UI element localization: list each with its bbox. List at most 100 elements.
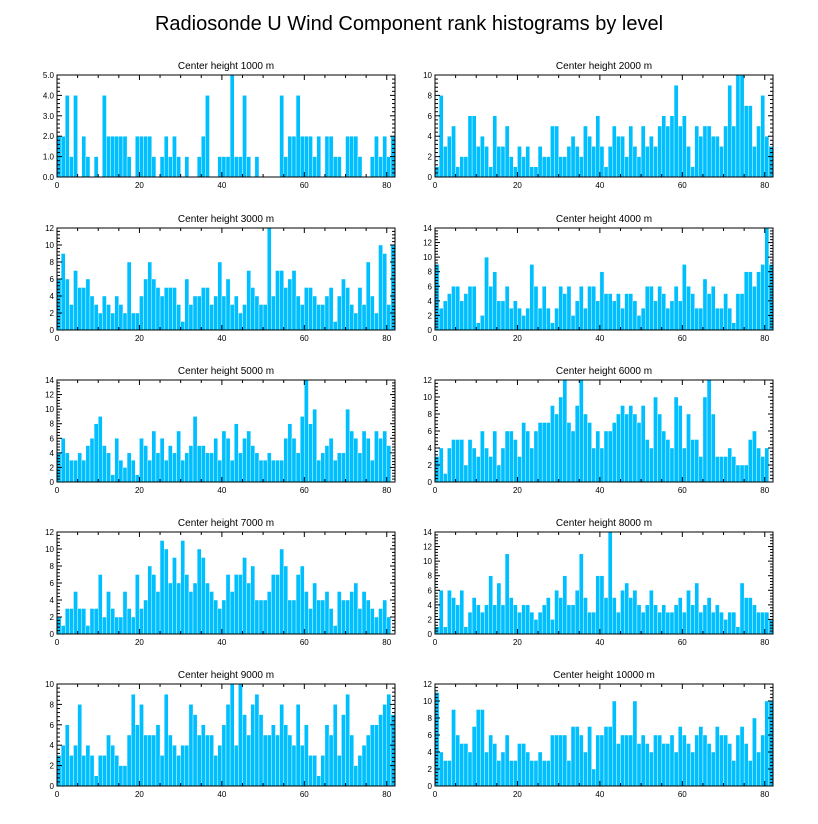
histogram-bar xyxy=(710,751,716,787)
histogram-bar xyxy=(122,135,128,178)
histogram-bar xyxy=(640,611,646,635)
histogram-bar xyxy=(682,734,687,787)
x-tick-label: 60 xyxy=(300,334,309,343)
y-tick-label: 2 xyxy=(428,765,433,774)
histogram-bar xyxy=(341,452,346,483)
histogram-bar xyxy=(217,156,223,178)
histogram-bar xyxy=(345,694,350,787)
histogram-bar xyxy=(122,765,128,787)
x-tick-label: 60 xyxy=(678,486,687,495)
histogram-bar xyxy=(56,278,62,331)
histogram-bar xyxy=(715,456,720,483)
histogram-bar xyxy=(690,751,695,787)
y-tick-label: 4 xyxy=(428,601,433,610)
histogram-bar xyxy=(517,146,522,178)
histogram-bar xyxy=(242,714,247,787)
histogram-bar xyxy=(328,287,334,331)
y-tick-label: 1.0 xyxy=(43,153,55,162)
histogram-bar xyxy=(702,734,708,787)
histogram-bar xyxy=(357,755,363,787)
histogram-bar xyxy=(686,590,691,635)
histogram-bar xyxy=(645,604,650,635)
histogram-bar xyxy=(320,599,326,635)
histogram-bar xyxy=(595,300,601,331)
histogram-bar xyxy=(529,264,535,331)
histogram-panel: Center height 2000 m 0 20 40 60 80 0 2 4 6 8 10 xyxy=(423,61,774,190)
histogram-bar xyxy=(155,591,161,635)
histogram-bar xyxy=(471,597,477,635)
y-tick-label: 4 xyxy=(50,292,55,301)
histogram-bar xyxy=(130,694,136,787)
histogram-bar xyxy=(65,608,70,635)
histogram-bar xyxy=(221,156,227,178)
histogram-bar xyxy=(93,608,99,635)
histogram-bar xyxy=(727,84,732,178)
histogram-bar xyxy=(463,464,469,483)
histogram-bar xyxy=(275,459,280,483)
histogram-bar xyxy=(756,751,761,787)
x-tick-label: 20 xyxy=(513,790,522,799)
histogram-bar xyxy=(554,590,559,635)
histogram-bar xyxy=(361,430,367,483)
histogram-bar xyxy=(583,413,588,483)
y-tick-label: 10 xyxy=(423,557,432,566)
histogram-panel: Center height 9000 m 0 20 40 60 80 0 2 4 6 8 10 xyxy=(45,670,396,799)
histogram-bar xyxy=(706,743,712,787)
histogram-bar xyxy=(640,125,646,178)
histogram-bar xyxy=(727,611,732,635)
panel-title: Center height 3000 m xyxy=(178,214,274,225)
histogram-bar xyxy=(480,430,485,483)
histogram-bar xyxy=(69,755,74,787)
histogram-bar xyxy=(612,597,617,635)
histogram-bar xyxy=(238,574,243,635)
histogram-bar xyxy=(496,582,502,635)
histogram-bar xyxy=(308,135,313,178)
histogram-bar xyxy=(595,734,601,787)
histogram-bar xyxy=(345,408,350,483)
histogram-bar xyxy=(304,135,309,178)
histogram-bar xyxy=(118,765,124,787)
y-tick-label: 8 xyxy=(428,91,433,100)
histogram-bar xyxy=(455,166,460,178)
histogram-bar xyxy=(665,125,671,178)
histogram-bar xyxy=(541,286,547,331)
histogram-bar xyxy=(143,734,148,787)
histogram-bar xyxy=(632,700,638,787)
histogram-bar xyxy=(661,604,667,635)
histogram-bar xyxy=(69,608,74,635)
histogram-bar xyxy=(723,125,728,178)
histogram-bar xyxy=(496,760,502,787)
histogram-bar xyxy=(135,135,140,178)
histogram-bar xyxy=(267,734,272,787)
histogram-bar xyxy=(636,604,642,635)
histogram-bar xyxy=(550,322,555,331)
y-tick-label: 10 xyxy=(423,71,432,80)
y-tick-label: 4.0 xyxy=(43,91,55,100)
histogram-bar xyxy=(694,125,699,178)
histogram-bar xyxy=(81,287,87,331)
histogram-bar xyxy=(201,724,206,787)
histogram-bar xyxy=(554,413,559,483)
x-tick-label: 0 xyxy=(433,334,438,343)
histogram-bar xyxy=(640,307,646,331)
histogram-bar xyxy=(283,565,289,635)
histogram-bar xyxy=(382,599,387,635)
histogram-bar xyxy=(727,307,732,331)
histogram-bar xyxy=(558,156,563,178)
y-tick-label: 0 xyxy=(428,478,433,487)
histogram-bar xyxy=(192,416,198,483)
histogram-bar xyxy=(65,278,70,331)
histogram-bar xyxy=(279,95,284,178)
histogram-bar xyxy=(521,743,526,787)
y-tick-label: 0 xyxy=(50,326,55,335)
histogram-panel: Center height 4000 m 0 20 40 60 80 0 2 4 6 8 10 12 14 xyxy=(423,214,774,343)
histogram-bar xyxy=(246,156,251,178)
histogram-bar xyxy=(669,447,675,483)
histogram-bar xyxy=(480,315,485,331)
histogram-bar xyxy=(686,743,691,787)
histogram-bar xyxy=(283,724,289,787)
histogram-bar xyxy=(382,135,387,178)
histogram-bar xyxy=(357,156,363,178)
y-tick-label: 4 xyxy=(428,748,433,757)
histogram-bar xyxy=(550,734,555,787)
